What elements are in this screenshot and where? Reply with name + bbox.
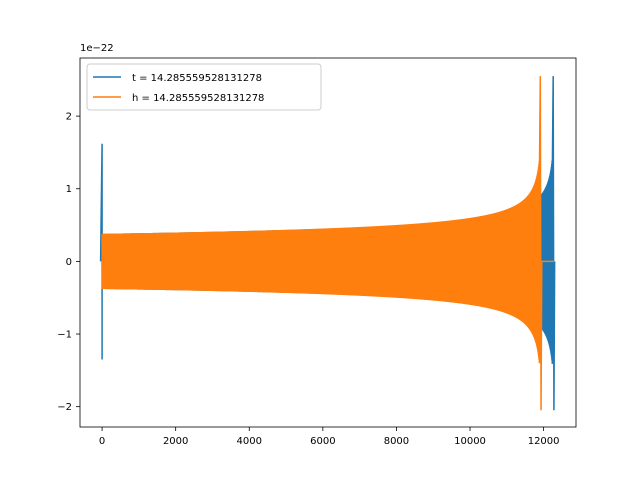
x-tick-label: 4000 — [237, 436, 262, 447]
x-tick-label: 0 — [99, 436, 105, 447]
series-h-line — [101, 76, 554, 411]
x-tick-label: 8000 — [384, 436, 409, 447]
legend-label: t = 14.285559528131278 — [132, 73, 262, 84]
y-offset-text: 1e−22 — [80, 43, 114, 54]
x-tick-label: 10000 — [454, 436, 486, 447]
y-axis: −2 −1 0 1 2 — [57, 112, 80, 413]
axes-frame — [79, 57, 577, 428]
legend-label: h = 14.285559528131278 — [132, 93, 264, 104]
plot-area — [99, 76, 556, 411]
y-tick-label: −2 — [57, 402, 72, 413]
y-tick-label: 2 — [66, 112, 72, 123]
y-tick-label: −1 — [57, 330, 72, 341]
x-tick-label: 2000 — [163, 436, 188, 447]
x-tick-label: 12000 — [528, 436, 560, 447]
legend-box — [86, 63, 322, 111]
x-tick-label: 6000 — [310, 436, 335, 447]
axes-border — [79, 57, 577, 428]
legend: t = 14.285559528131278 h = 14.28555952813… — [86, 63, 322, 111]
y-tick-label: 0 — [66, 257, 72, 268]
y-tick-label: 1 — [66, 184, 72, 195]
x-axis: 0 2000 4000 6000 8000 10000 12000 — [99, 427, 560, 447]
